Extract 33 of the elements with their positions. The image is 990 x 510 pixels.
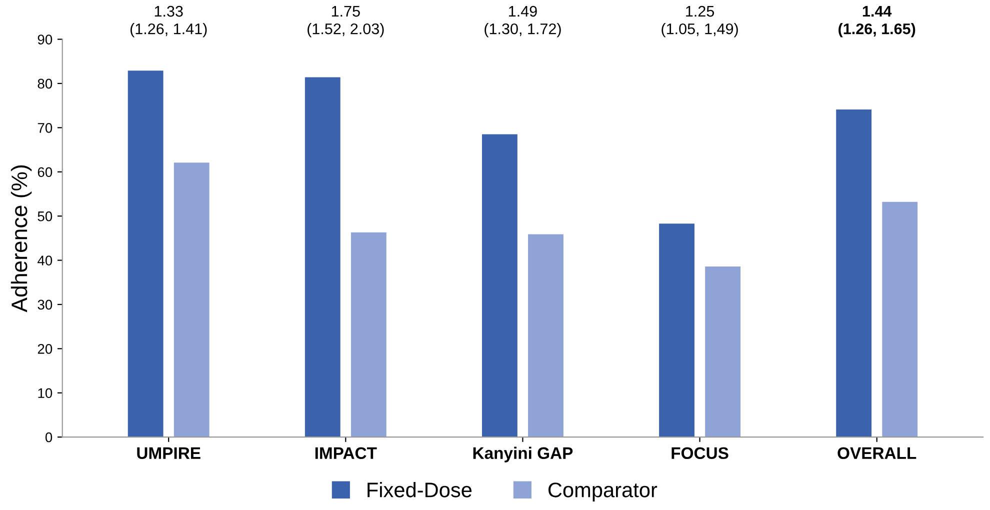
y-tick-label: 80 (38, 78, 52, 89)
bar (528, 234, 564, 438)
bar (836, 110, 872, 438)
y-tick-label: 20 (38, 344, 52, 354)
x-tick-label: IMPACT (315, 447, 377, 460)
bar (174, 162, 210, 438)
text: 1.75 (1.52, 2.03) (308, 6, 384, 38)
y-tick-label: 30 (38, 300, 52, 310)
x-tick-label: OVERALL (838, 447, 916, 460)
x-tick-label: FOCUS (672, 447, 728, 460)
legend-label: Fixed-Dose (368, 482, 472, 498)
text: 1.49 (1.30, 1.72) (484, 6, 561, 38)
y-tick-label: 60 (38, 167, 52, 178)
y-tick-label: 40 (38, 256, 52, 266)
y-tick-label: 50 (38, 211, 52, 222)
y-tick-label: 0 (45, 432, 52, 442)
bar (128, 70, 164, 438)
legend-label: Comparator (548, 482, 658, 502)
y-axis-title: Adherence (%) (10, 165, 32, 312)
text: 1.33 (1.26, 1.41) (130, 6, 207, 38)
y-tick-label: 90 (38, 34, 52, 44)
x-tick-label: UMPIRE (137, 447, 200, 460)
y-tick-label: 70 (38, 123, 52, 133)
bar (705, 266, 740, 438)
bar (304, 77, 340, 438)
bar (350, 232, 386, 438)
y-tick-label: 10 (38, 388, 52, 398)
bar (659, 224, 694, 438)
bar (482, 134, 518, 438)
text: 1.44 (1.26, 1.65) (838, 6, 916, 38)
x-tick-label: Kanyini GAP (473, 446, 573, 462)
bar (882, 202, 918, 438)
text: 1.25 (1.05, 1,49) (662, 6, 738, 38)
